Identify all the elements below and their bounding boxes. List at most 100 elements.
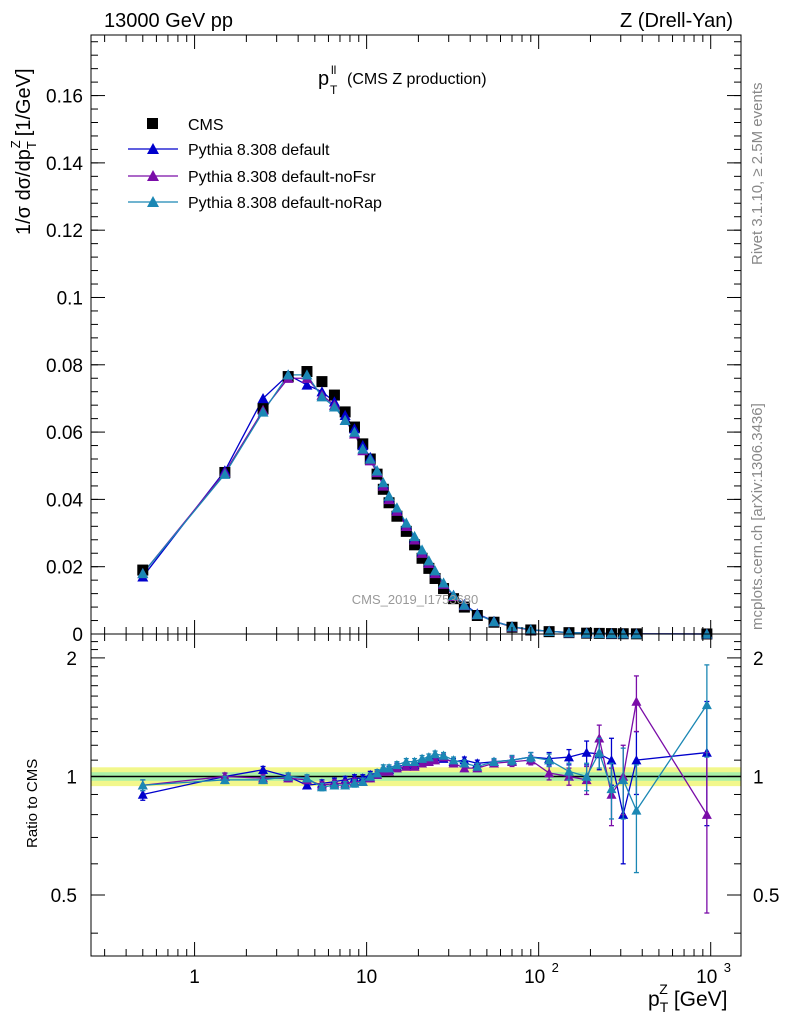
ratio-y-tick-label-right: 2 [753, 649, 764, 670]
main-mc-point [605, 628, 617, 639]
ratio-point [409, 756, 420, 766]
legend-entry-nofsr: Pythia 8.308 default-noFsr [128, 169, 376, 186]
x-label-sup: Z [659, 981, 668, 997]
cms-data-point [400, 525, 412, 537]
ratio-axis-ticks [91, 634, 741, 956]
main-mc-point [429, 565, 441, 576]
ratio-point [438, 750, 449, 760]
main-title-symbol: p [318, 68, 329, 90]
ratio-point [581, 747, 592, 757]
main-mc-point [423, 555, 435, 566]
header-process-label: Z (Drell-Yan) [620, 10, 733, 32]
legend-label-default: Pythia 8.308 default [188, 142, 330, 159]
main-mc-point [339, 414, 351, 425]
ratio-point [384, 763, 395, 773]
cms-data-point [328, 389, 340, 401]
main-mc-point [377, 477, 389, 488]
ratio-point [301, 780, 312, 790]
main-y-label-unit: [1/GeV] [13, 68, 35, 136]
ratio-point [631, 805, 642, 815]
ratio-point [409, 761, 420, 771]
ratio-y-axis-label: Ratio to CMS [24, 759, 41, 848]
main-title: p [318, 68, 329, 90]
x-tick-label: 10 [696, 967, 717, 988]
ratio-point [581, 771, 592, 781]
ratio-point [544, 755, 555, 765]
x-tick-label: 1 [189, 967, 200, 988]
ratio-y-tick-labels: 0.5 0.5 1 1 2 2 [51, 649, 780, 907]
main-mc-point [219, 468, 231, 479]
ratio-y-tick-label: 0.5 [51, 886, 77, 907]
ratio-point [258, 774, 269, 785]
header-energy-label: 13000 GeV pp [104, 10, 233, 32]
ratio-plot-panel: 0.5 0.5 1 1 2 2 1 10 10 2 10 3 Ratio to CMS pTZ [Ge… [24, 633, 780, 1015]
legend-label-cms: CMS [188, 117, 224, 134]
cms-data-point [409, 539, 421, 551]
ratio-series-group [137, 664, 712, 914]
ratio-point [472, 761, 483, 771]
main-mc-point [383, 490, 395, 501]
mcplots-reference-label: mcplots.cern.ch [arXiv:1306.3436] [749, 403, 766, 630]
ratio-point [488, 756, 499, 766]
legend-entry-norap: Pythia 8.308 default-noRap [128, 195, 382, 212]
x-tick-label-exponent: 2 [552, 960, 559, 975]
main-mc-point [316, 391, 328, 402]
x-label-unit: [GeV] [674, 988, 728, 1011]
cms-data-point [429, 572, 441, 584]
main-plot-panel: 00.020.040.060.080.10.120.140.16 p ll T … [8, 34, 742, 646]
main-y-tick-label: 0 [72, 625, 83, 646]
main-y-tick-label: 0.04 [46, 490, 83, 511]
x-label-sub: T [660, 999, 669, 1015]
main-y-tick-label: 0.1 [57, 288, 83, 309]
main-y-label-sub: T [24, 141, 39, 149]
main-y-tick-label: 0.02 [46, 558, 83, 579]
main-mc-point [400, 517, 412, 528]
ratio-point [137, 789, 148, 799]
legend-marker-nofsr [147, 170, 159, 181]
ratio-point [459, 763, 470, 773]
main-mc-point [391, 502, 403, 513]
main-mc-point [301, 369, 313, 380]
main-mc-point [506, 621, 518, 632]
main-mc-point [257, 406, 269, 417]
x-axis-label: pTZ [GeV] [648, 981, 728, 1015]
main-mc-point [543, 625, 555, 636]
main-y-label-text: 1/σ dσ/dp [13, 149, 35, 235]
ratio-y-tick-label-right: 1 [753, 767, 764, 788]
ratio-point [448, 755, 459, 765]
main-mc-point [409, 530, 421, 542]
ratio-point [430, 749, 441, 759]
ratio-point [544, 768, 555, 778]
ratio-point [606, 755, 617, 765]
cms-data-point [391, 510, 403, 522]
ratio-point [594, 747, 605, 757]
ratio-point [701, 809, 712, 819]
legend-marker-cms [147, 118, 158, 129]
main-axis-ticks [91, 35, 741, 635]
main-mc-point [364, 453, 376, 464]
ratio-point [372, 768, 383, 778]
legend-label-nofsr: Pythia 8.308 default-noFsr [188, 169, 376, 186]
main-mc-point [593, 627, 605, 639]
main-y-tick-label: 0.12 [46, 221, 83, 242]
ratio-y-tick-label: 1 [66, 767, 77, 788]
ratio-point [340, 780, 351, 790]
legend-marker-norap [147, 196, 159, 207]
main-mc-point [357, 443, 369, 454]
ratio-point [631, 755, 642, 765]
main-mc-point [282, 369, 294, 380]
main-mc-point [630, 628, 642, 639]
ratio-point [137, 780, 148, 790]
main-mc-point [301, 379, 313, 390]
x-tick-label: 10 [356, 967, 377, 988]
main-mc-point [416, 544, 428, 555]
ratio-point [430, 755, 441, 765]
legend: CMS Pythia 8.308 default Pythia 8.308 de… [128, 117, 382, 212]
ratio-point [618, 774, 629, 785]
legend-entry-default: Pythia 8.308 default [128, 142, 330, 159]
ratio-y-tick-label: 2 [66, 649, 77, 670]
main-mc-point [257, 392, 269, 404]
main-mc-point [371, 465, 383, 476]
ratio-point [563, 752, 574, 762]
